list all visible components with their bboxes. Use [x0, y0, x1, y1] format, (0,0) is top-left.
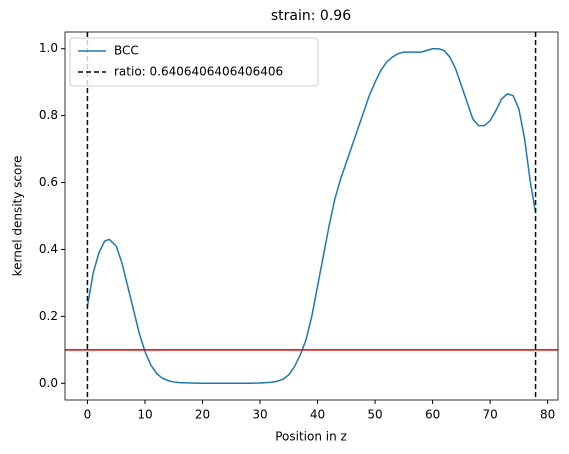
series-line [86, 47, 537, 385]
legend-box [69, 37, 319, 87]
x-tick-label: 0 [84, 408, 92, 422]
plot-frame [64, 31, 559, 401]
chart-title: strain: 0.96 [271, 8, 351, 24]
x-tick-label: 40 [310, 408, 325, 422]
y-tick-label: 0.2 [39, 309, 58, 323]
x-tick-label: 30 [252, 408, 267, 422]
y-tick-label: 0.6 [39, 175, 58, 189]
x-tick-label: 10 [137, 408, 152, 422]
y-tick-label: 0.0 [39, 376, 58, 390]
y-tick-label: 1.0 [39, 41, 58, 55]
y-axis-label: kernel density score [11, 156, 25, 277]
y-tick-label: 0.4 [39, 242, 58, 256]
legend-label: ratio: 0.6406406406406406 [114, 65, 283, 79]
x-tick-label: 20 [195, 408, 210, 422]
legend-label: BCC [114, 44, 139, 58]
x-axis-label: Position in z [275, 430, 347, 444]
x-tick-label: 80 [540, 408, 555, 422]
x-tick-label: 50 [367, 408, 382, 422]
x-tick-label: 70 [482, 408, 497, 422]
y-tick-label: 0.8 [39, 108, 58, 122]
x-tick-label: 60 [425, 408, 440, 422]
